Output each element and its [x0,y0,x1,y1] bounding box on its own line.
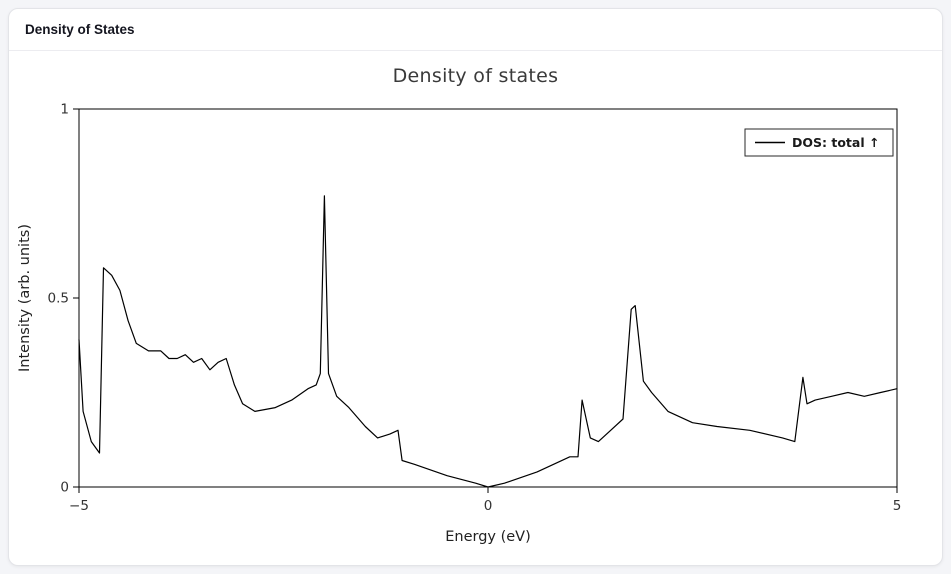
y-tick-label: 1 [60,102,69,118]
dos-line [78,195,898,488]
plot-frame [78,108,898,488]
x-tick-label: 5 [893,498,902,514]
dos-panel: Density of States Density of states −5 0 5… [8,8,943,566]
x-tick-label: −5 [69,498,89,514]
x-tick-label: 0 [484,498,493,514]
x-axis-label: Energy (eV) [445,529,531,545]
chart-title: Density of states [392,65,559,87]
chart-area: Density of states −5 0 5 0 0.5 1 Energy (eV) In… [9,51,942,565]
panel-title: Density of States [9,9,942,51]
y-tick-label: 0 [60,480,69,496]
chart-plot-wrap: −5 0 5 0 0.5 1 Energy (eV) Intensity (arb. unit… [9,89,942,551]
legend-label: DOS: total ↑ [792,135,879,150]
y-tick-label: 0.5 [48,291,69,307]
y-axis-label: Intensity (arb. units) [17,224,33,372]
